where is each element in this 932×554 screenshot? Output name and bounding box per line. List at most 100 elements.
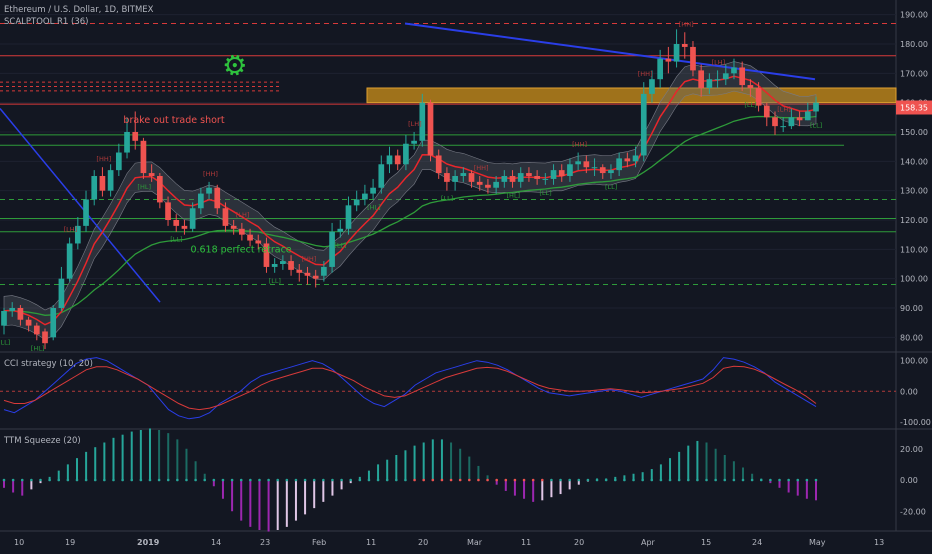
squeeze-dot (331, 478, 334, 482)
candle-body (517, 173, 524, 182)
candle-body (583, 161, 590, 168)
candle-body (353, 199, 360, 206)
cci-series-line (3, 357, 817, 420)
candle-body (526, 173, 532, 176)
squeeze-dot (650, 478, 654, 482)
y-tick-label: 170.00 (900, 69, 928, 78)
squeeze-dot (349, 478, 352, 482)
squeeze-dot (30, 478, 33, 482)
candle-body (214, 187, 221, 209)
support-zone (366, 87, 897, 104)
x-tick-label: 11 (366, 538, 376, 547)
y-tick-label: 100.00 (900, 275, 928, 284)
candle-body (50, 308, 57, 338)
trendline-blue (404, 22, 816, 81)
candle-body (263, 243, 270, 267)
squeeze-dot (11, 478, 15, 482)
candle-body (714, 79, 721, 81)
squeeze-dot (312, 478, 316, 482)
squeeze-dot (385, 478, 389, 482)
squeeze-dot (413, 478, 416, 482)
candle-body (476, 181, 483, 185)
x-tick-label: 2019 (137, 538, 160, 547)
candle-body (115, 152, 122, 171)
candle-body (206, 187, 212, 194)
candle-body (296, 269, 303, 273)
x-tick-label: Apr (641, 538, 656, 547)
squeeze-dot (769, 478, 772, 482)
squeeze-dot (230, 478, 234, 482)
candle-body (33, 325, 40, 335)
y-tick-label: 80.00 (900, 333, 923, 342)
squeeze-dot (550, 478, 553, 482)
candle-body (567, 164, 573, 176)
squeeze-dot (559, 478, 562, 482)
candle-body (362, 193, 368, 200)
candle-body (239, 228, 245, 235)
candle-body (509, 176, 516, 182)
candle-body (386, 155, 393, 165)
squeeze-dot (623, 478, 626, 482)
swing-label: [HH] (474, 164, 489, 172)
candle-body (378, 164, 385, 188)
candle-body (255, 240, 262, 244)
candle-body (17, 308, 24, 320)
chart-annotation: 0.618 perfect retrace (190, 244, 291, 255)
candle-body (665, 58, 672, 62)
squeeze-dot (20, 478, 24, 482)
squeeze-dot (57, 478, 61, 482)
candle-body (722, 73, 729, 80)
chart-annotation: brake out trade short (123, 115, 224, 126)
cci-series-line (3, 365, 817, 411)
squeeze-dot (221, 478, 225, 482)
x-tick-label: May (809, 538, 826, 547)
candle-body (337, 228, 344, 232)
indicator-label: SCALPTOOL R1 (36) (4, 17, 89, 27)
squeeze-dot (148, 478, 152, 482)
candle-body (804, 111, 811, 121)
candle-body (673, 44, 680, 62)
candle-body (788, 117, 795, 127)
x-tick-label: 20 (574, 538, 584, 547)
candle-body (813, 102, 819, 112)
squeeze-dot (139, 478, 143, 482)
squeeze-dot (130, 478, 134, 482)
trendline-blue (0, 108, 161, 303)
x-tick-label: 19 (65, 538, 75, 547)
squeeze-dot (166, 478, 170, 482)
candle-body (763, 105, 770, 118)
squeeze-dot (84, 478, 88, 482)
candle-body (640, 93, 647, 156)
candle-body (591, 167, 598, 169)
squeeze-dot (723, 478, 727, 482)
last-price-label: 158.35 (900, 104, 928, 113)
squeeze-dot (358, 478, 362, 482)
candle-body (755, 88, 762, 106)
x-tick-label: Mar (467, 538, 483, 547)
x-tick-label: 20 (418, 538, 428, 547)
candle-body (608, 170, 614, 174)
squeeze-dot (294, 478, 298, 482)
swing-label: [HL] (507, 192, 521, 200)
chart-title: Ethereum / U.S. Dollar, 1D, BITMEX (4, 5, 154, 15)
squeeze-dot (705, 478, 708, 482)
swing-label: [LL] (269, 277, 281, 285)
squeeze-dot (367, 478, 371, 482)
candle-body (435, 155, 442, 174)
candle-body (681, 44, 688, 47)
x-tick-label: 15 (701, 538, 711, 547)
squeeze-dot (93, 478, 97, 482)
candle-body (66, 243, 73, 279)
candle-body (394, 155, 401, 165)
swing-label: [HH] (301, 255, 316, 263)
candle-body (173, 220, 180, 226)
candle-body (772, 117, 778, 127)
candle-body (271, 264, 278, 267)
squeeze-dot (203, 478, 207, 482)
ema-red-line (3, 75, 817, 326)
squeeze-dot (814, 478, 818, 482)
squeeze-dot (659, 478, 663, 482)
squeeze-dot (759, 478, 763, 482)
